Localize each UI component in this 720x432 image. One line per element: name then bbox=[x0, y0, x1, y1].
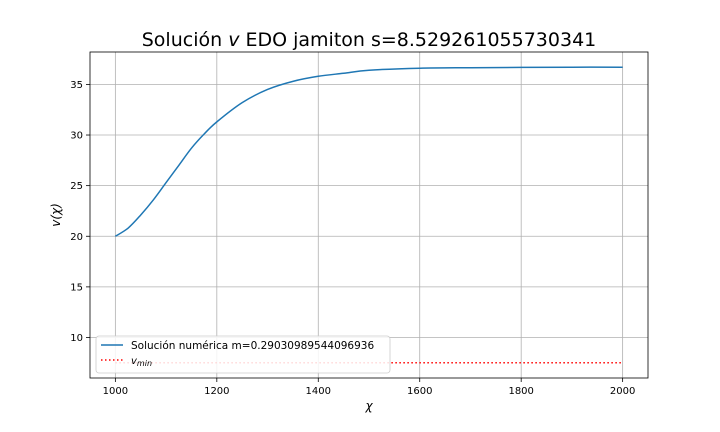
x-tick-label: 1000 bbox=[103, 386, 128, 397]
legend-label-vmin: vmin bbox=[131, 356, 152, 368]
x-tick-label: 1400 bbox=[306, 386, 331, 397]
x-tick-label: 1800 bbox=[508, 386, 533, 397]
chart-title-suffix: EDO jamiton s=8.529261055730341 bbox=[239, 29, 596, 51]
y-tick-label: 35 bbox=[70, 80, 83, 91]
y-tick-label: 20 bbox=[70, 232, 83, 243]
y-tick-label: 15 bbox=[70, 282, 83, 293]
chart-title-prefix: Solución bbox=[142, 29, 228, 51]
legend-label-numeric-solution: Solución numérica m=0.29030989544096936 bbox=[131, 340, 374, 352]
y-tick-label: 25 bbox=[70, 181, 83, 192]
x-axis-label: χ bbox=[364, 399, 373, 413]
x-tick-label: 1200 bbox=[204, 386, 229, 397]
plot-frame bbox=[89, 51, 649, 379]
chart-title: Solución v EDO jamiton s=8.5292610557303… bbox=[142, 29, 597, 51]
x-tick-label: 2000 bbox=[610, 386, 635, 397]
series-line-numeric-solution bbox=[114, 66, 623, 237]
y-axis-label: v(χ) bbox=[49, 203, 63, 227]
y-tick-label: 10 bbox=[70, 333, 83, 344]
x-axis-ticks: 1000 1200 1400 1600 1800 2000 bbox=[103, 378, 635, 397]
grid-lines bbox=[90, 52, 648, 378]
legend: Solución numérica m=0.29030989544096936 … bbox=[95, 335, 391, 374]
legend-label-vmin-sub: min bbox=[137, 359, 152, 368]
y-axis-ticks: 10 15 20 25 30 35 bbox=[70, 80, 90, 344]
legend-label-vmin-base: v bbox=[131, 356, 138, 367]
y-tick-label: 30 bbox=[70, 131, 83, 142]
legend-box bbox=[95, 335, 391, 374]
chart-title-symbol: v bbox=[228, 29, 240, 51]
x-tick-label: 1600 bbox=[407, 386, 432, 397]
